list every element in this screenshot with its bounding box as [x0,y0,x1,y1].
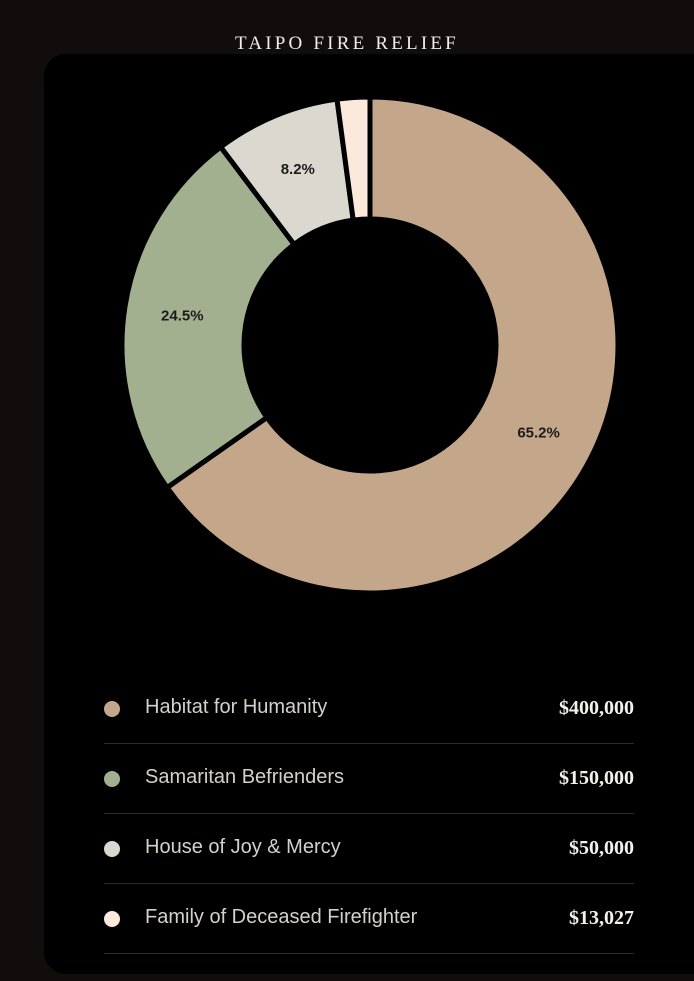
legend-item-habitat-for-humanity: Habitat for Humanity $400,000 [104,674,634,744]
slice-percent-label: 65.2% [517,425,560,442]
slice-percent-label: 24.5% [161,307,204,324]
legend: Habitat for Humanity $400,000 Samaritan … [104,674,634,954]
legend-item-family-of-deceased-firefighter: Family of Deceased Firefighter $13,027 [104,884,634,954]
chart-title: TAIPO FIRE RELIEF [235,33,459,54]
pie-slice [119,143,298,492]
slice-percent-label: 8.2% [281,161,315,178]
legend-value: $13,027 [569,907,634,929]
legend-label: House of Joy & Mercy [145,836,341,858]
legend-label: Habitat for Humanity [145,696,328,718]
legend-swatch [104,841,120,857]
pie-slice [163,94,621,596]
legend-label: Family of Deceased Firefighter [145,906,418,928]
legend-swatch [104,911,120,927]
legend-swatch [104,701,120,717]
legend-swatch [104,771,120,787]
pie-slice [334,94,373,223]
legend-value: $150,000 [559,767,634,789]
legend-label: Samaritan Befrienders [145,766,344,788]
legend-value: $50,000 [569,837,634,859]
legend-item-samaritan-befrienders: Samaritan Befrienders $150,000 [104,744,634,814]
legend-value: $400,000 [559,697,634,719]
legend-item-house-of-joy-and-mercy: House of Joy & Mercy $50,000 [104,814,634,884]
